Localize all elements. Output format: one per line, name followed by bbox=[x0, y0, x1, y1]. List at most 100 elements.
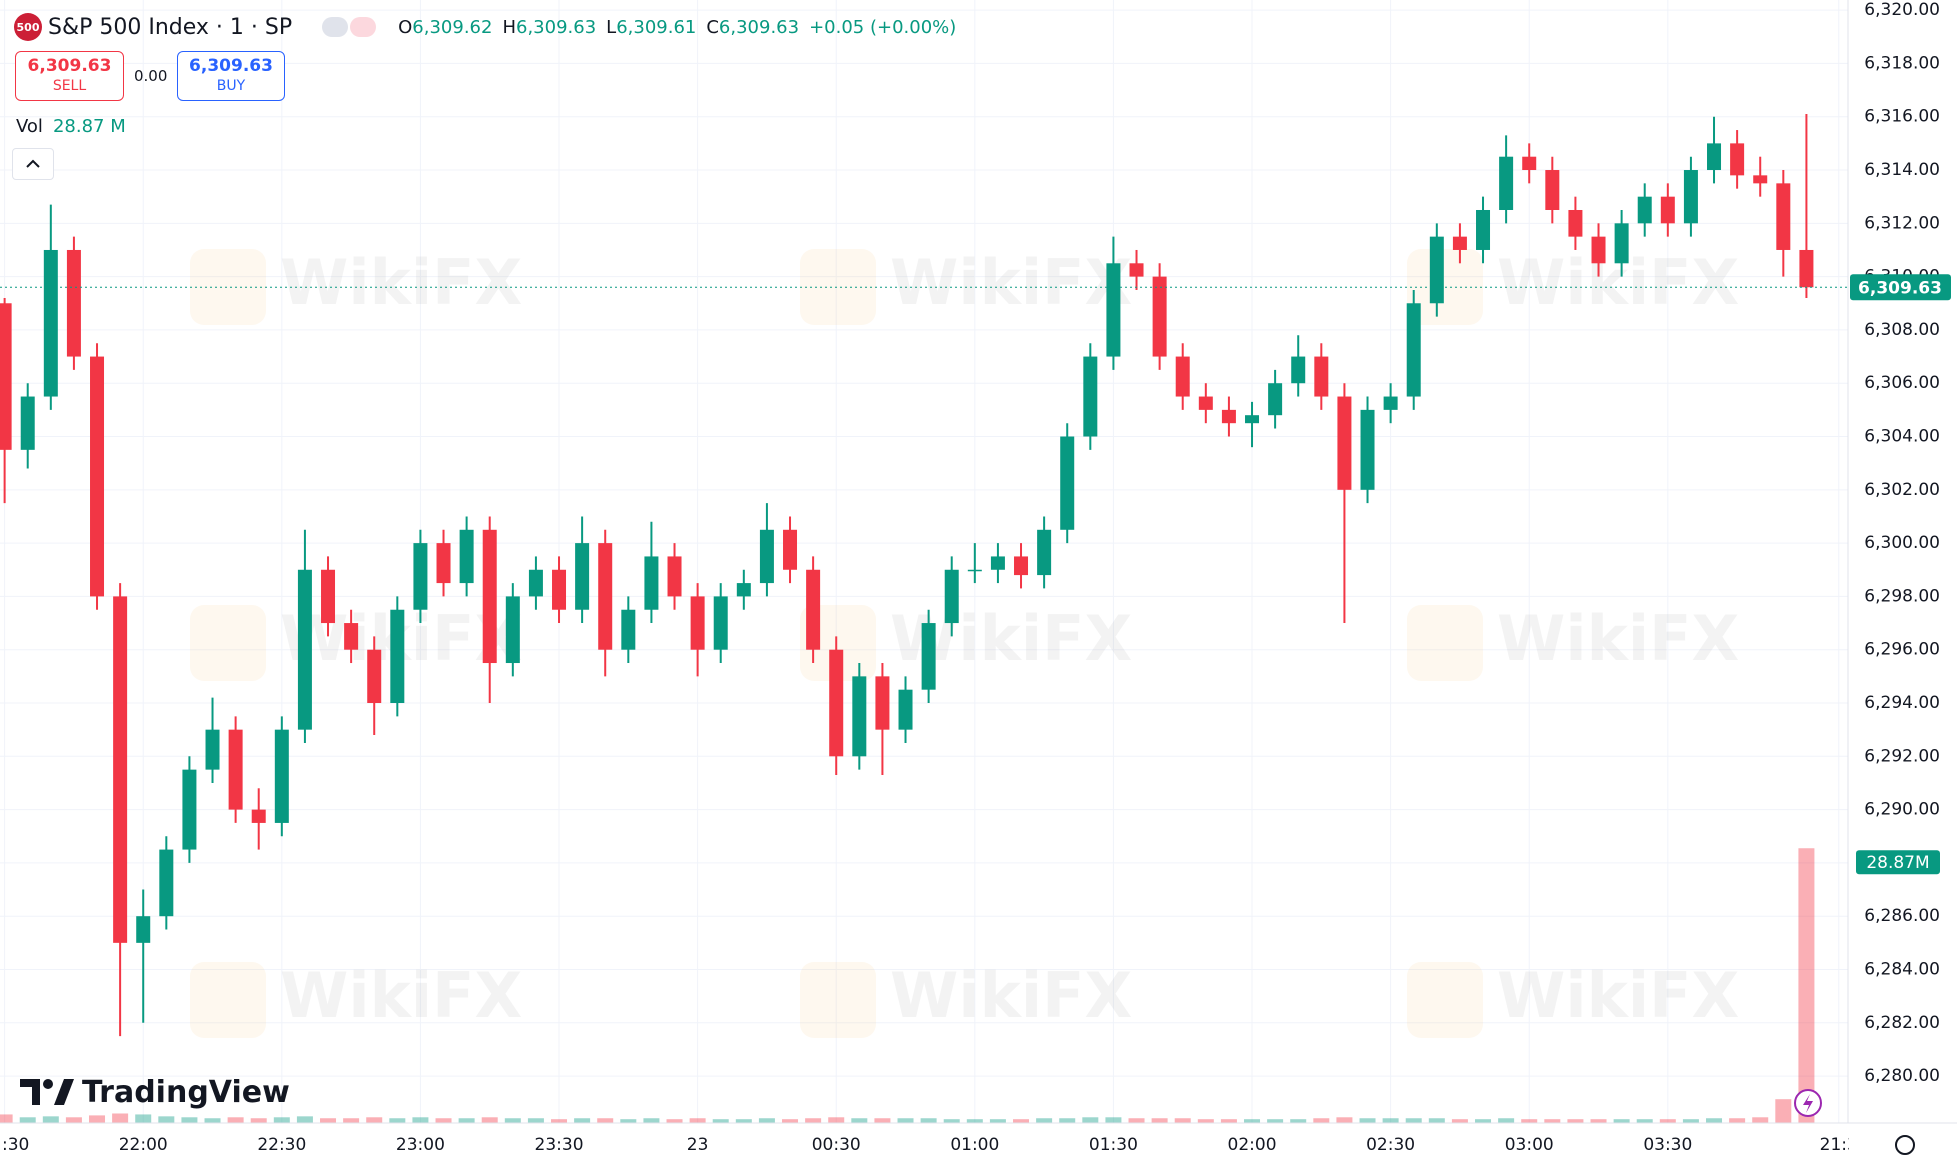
sell-button[interactable]: 6,309.63 SELL bbox=[15, 51, 124, 101]
candle-body bbox=[736, 583, 751, 597]
y-tick-label: 6,280.00 bbox=[1864, 1066, 1940, 1086]
symbol-title[interactable]: S&P 500 Index · 1 · SP bbox=[48, 14, 293, 40]
volume-bar bbox=[504, 1118, 521, 1123]
candle-body bbox=[205, 729, 220, 770]
candle-body bbox=[1799, 249, 1814, 288]
volume-bar bbox=[1613, 1119, 1630, 1123]
candle-body bbox=[1637, 196, 1652, 224]
candle-body bbox=[1383, 396, 1398, 410]
buy-button[interactable]: 6,309.63 BUY bbox=[177, 51, 285, 101]
x-tick-label: :30 bbox=[2, 1135, 29, 1155]
candle-body bbox=[43, 249, 58, 397]
y-tick-label: 6,290.00 bbox=[1864, 800, 1940, 820]
ohlc-o-label: O bbox=[398, 16, 413, 38]
candle-body bbox=[0, 303, 12, 450]
watermark: WikiFX bbox=[280, 246, 522, 319]
volume-bar bbox=[1382, 1118, 1399, 1123]
ohlc-l-value: 6,309.61 bbox=[616, 16, 697, 38]
volume-bar bbox=[1706, 1118, 1723, 1123]
candle-body bbox=[1152, 276, 1167, 357]
candle-body bbox=[806, 569, 821, 650]
candle-body bbox=[552, 569, 567, 610]
volume-bar bbox=[1659, 1119, 1676, 1123]
ohlc-l-label: L bbox=[606, 16, 617, 38]
volume-bar bbox=[1544, 1119, 1561, 1123]
candle-body bbox=[667, 556, 682, 597]
volume-label: Vol bbox=[16, 115, 43, 137]
candle-body bbox=[621, 609, 636, 650]
candle-body bbox=[505, 596, 520, 664]
candle-body bbox=[20, 396, 35, 450]
settings-button[interactable] bbox=[1895, 1135, 1915, 1155]
volume-bar bbox=[1336, 1117, 1353, 1123]
volume-bar bbox=[1752, 1117, 1769, 1123]
volume-bar bbox=[758, 1118, 775, 1123]
candle-body bbox=[413, 543, 428, 610]
volume-bar bbox=[828, 1117, 845, 1123]
brand-name: TradingView bbox=[82, 1074, 290, 1110]
buy-label: BUY bbox=[216, 78, 246, 94]
volume-bar bbox=[366, 1117, 383, 1123]
watermark-logo bbox=[800, 249, 876, 325]
volume-bar bbox=[1475, 1119, 1492, 1123]
candle-body bbox=[1106, 263, 1121, 357]
candle-body bbox=[1591, 236, 1606, 264]
candle-body bbox=[1221, 409, 1236, 424]
candle-body bbox=[321, 569, 336, 624]
candle-body bbox=[1660, 196, 1675, 224]
toggle-button[interactable] bbox=[350, 17, 377, 37]
watermark-logo bbox=[190, 249, 266, 325]
candle-body bbox=[783, 529, 798, 570]
candle-body bbox=[182, 769, 197, 850]
candle-body bbox=[1175, 356, 1190, 397]
x-tick-label: 21:3 bbox=[1820, 1135, 1858, 1155]
volume-bar bbox=[943, 1119, 960, 1123]
y-tick-label: 6,298.00 bbox=[1864, 586, 1940, 606]
bolt-icon bbox=[1803, 1094, 1813, 1113]
candle-body bbox=[297, 569, 312, 730]
candle-body bbox=[1037, 529, 1052, 576]
candle-body bbox=[113, 596, 128, 943]
volume-bar bbox=[966, 1119, 983, 1123]
candle-body bbox=[1568, 209, 1583, 237]
y-tick-label: 6,294.00 bbox=[1864, 693, 1940, 713]
brand[interactable]: TradingView bbox=[20, 1074, 290, 1110]
volume-bar bbox=[1082, 1117, 1099, 1123]
candle-body bbox=[1245, 415, 1260, 424]
watermark-logo bbox=[190, 962, 266, 1038]
y-tick-label: 6,320.00 bbox=[1864, 0, 1940, 20]
volume-bar bbox=[181, 1117, 198, 1123]
volume-bar bbox=[735, 1119, 752, 1123]
volume-bar bbox=[897, 1118, 914, 1123]
candle-body bbox=[1129, 263, 1144, 277]
toggle-button[interactable] bbox=[322, 17, 349, 37]
collapse-button[interactable] bbox=[12, 148, 54, 180]
volume-bar bbox=[1105, 1117, 1122, 1123]
candle-body bbox=[1360, 409, 1375, 490]
candle-body bbox=[1776, 183, 1791, 250]
candle-body bbox=[251, 809, 266, 823]
candle-body bbox=[1406, 303, 1421, 397]
volume-bar bbox=[1359, 1118, 1376, 1123]
y-tick-label: 6,286.00 bbox=[1864, 906, 1940, 926]
x-tick-label: 01:30 bbox=[1089, 1135, 1138, 1155]
volume-bar bbox=[1197, 1119, 1214, 1123]
watermark-logo bbox=[800, 962, 876, 1038]
volume-bar bbox=[712, 1119, 729, 1123]
watermark: WikiFX bbox=[1497, 959, 1739, 1032]
y-tick-label: 6,308.00 bbox=[1864, 320, 1940, 340]
watermark: WikiFX bbox=[1497, 602, 1739, 675]
y-tick-label: 6,306.00 bbox=[1864, 373, 1940, 393]
candle-body bbox=[1522, 156, 1537, 171]
volume-bar bbox=[1451, 1119, 1468, 1123]
volume-bar bbox=[1405, 1118, 1422, 1123]
volume-bar bbox=[1244, 1119, 1261, 1123]
volume-bar bbox=[389, 1118, 406, 1123]
x-tick-label: 22:30 bbox=[257, 1135, 306, 1155]
volume-bar bbox=[112, 1113, 129, 1123]
volume-bar bbox=[296, 1116, 313, 1123]
watermark: WikiFX bbox=[280, 959, 522, 1032]
volume-bar bbox=[1128, 1118, 1145, 1123]
volume-bar bbox=[782, 1119, 799, 1123]
candle-body bbox=[1614, 223, 1629, 264]
